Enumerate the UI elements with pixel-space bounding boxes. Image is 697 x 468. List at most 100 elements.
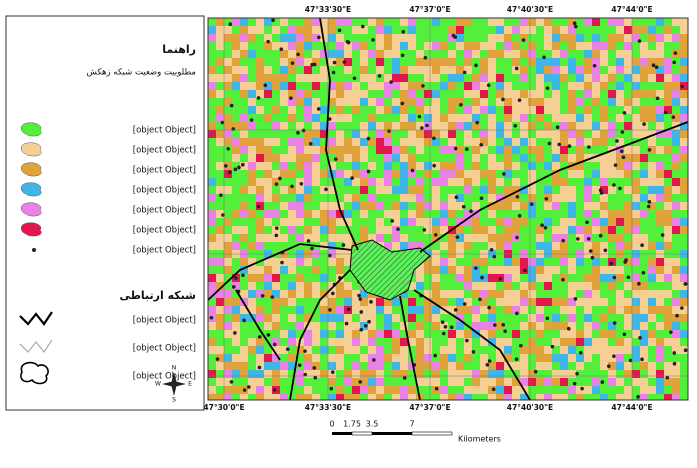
land-cell [560,114,568,122]
land-cell [448,130,456,138]
land-cell [408,122,416,130]
land-cell [640,138,648,146]
land-cell [488,98,496,106]
landslide-point [367,319,371,324]
land-cell [496,58,504,66]
land-cell [432,394,440,400]
land-cell [248,394,256,400]
land-cell [576,186,584,194]
land-cell [640,218,648,226]
land-cell [384,170,392,178]
land-cell [288,330,296,338]
land-cell [400,122,408,130]
land-cell [328,362,336,370]
land-cell [216,98,224,106]
land-cell [416,314,424,322]
land-cell [504,98,512,106]
land-cell [288,266,296,274]
land-cell [368,202,376,210]
land-cell [424,362,432,370]
land-cell [312,290,320,298]
land-cell [664,98,672,106]
land-cell [464,122,472,130]
land-cell [504,82,512,90]
land-cell [352,218,360,226]
land-cell [288,90,296,98]
land-cell [256,378,264,386]
land-cell [576,194,584,202]
land-cell [208,394,216,400]
landslide-point [233,331,237,335]
land-cell [416,242,424,250]
land-cell [328,162,336,170]
land-cell [264,346,272,354]
land-cell [504,114,512,122]
land-cell [320,370,328,378]
land-cell [464,282,472,290]
land-cell [568,98,576,106]
land-cell [336,138,344,146]
land-cell [528,170,536,178]
land-cell [376,394,384,400]
land-cell [600,170,608,178]
land-cell [232,386,240,394]
landslide-point [521,38,526,42]
land-cell [656,82,664,90]
land-cell [528,138,536,146]
land-cell [248,242,256,250]
land-cell [376,378,384,386]
land-cell [264,66,272,74]
land-cell [296,170,304,178]
land-cell [456,194,464,202]
land-cell [568,34,576,42]
land-cell [448,18,456,26]
land-cell [624,18,632,26]
land-cell [376,386,384,394]
land-cell [600,178,608,186]
land-cell [608,74,616,82]
land-cell [664,26,672,34]
land-cell [288,34,296,42]
land-cell [256,26,264,34]
land-cell [560,378,568,386]
land-cell [224,186,232,194]
land-cell [344,234,352,242]
landslide-point [566,326,571,331]
land-cell [568,186,576,194]
land-cell [616,394,624,400]
land-cell [448,338,456,346]
land-cell [616,154,624,162]
land-cell [592,114,600,122]
landslide-point [296,130,300,135]
land-cell [592,58,600,66]
land-cell [304,26,312,34]
land-cell [336,50,344,58]
land-cell [448,154,456,162]
land-cell [632,234,640,242]
land-cell [448,146,456,154]
land-cell [216,66,224,74]
land-cell [280,346,288,354]
land-cell [456,42,464,50]
land-cell [584,194,592,202]
land-cell [224,138,232,146]
land-cell [272,290,280,298]
land-cell [248,218,256,226]
land-cell [584,346,592,354]
landslide-point [462,302,467,306]
land-cell [608,42,616,50]
land-cell [528,106,536,114]
land-cell [400,218,408,226]
land-cell [480,90,488,98]
land-cell [216,42,224,50]
land-cell [456,370,464,378]
land-cell [312,386,320,394]
land-cell [248,50,256,58]
land-cell [352,154,360,162]
land-cell [560,186,568,194]
land-cell [288,186,296,194]
land-cell [528,218,536,226]
land-cell [512,82,520,90]
land-cell [624,306,632,314]
land-cell [600,314,608,322]
